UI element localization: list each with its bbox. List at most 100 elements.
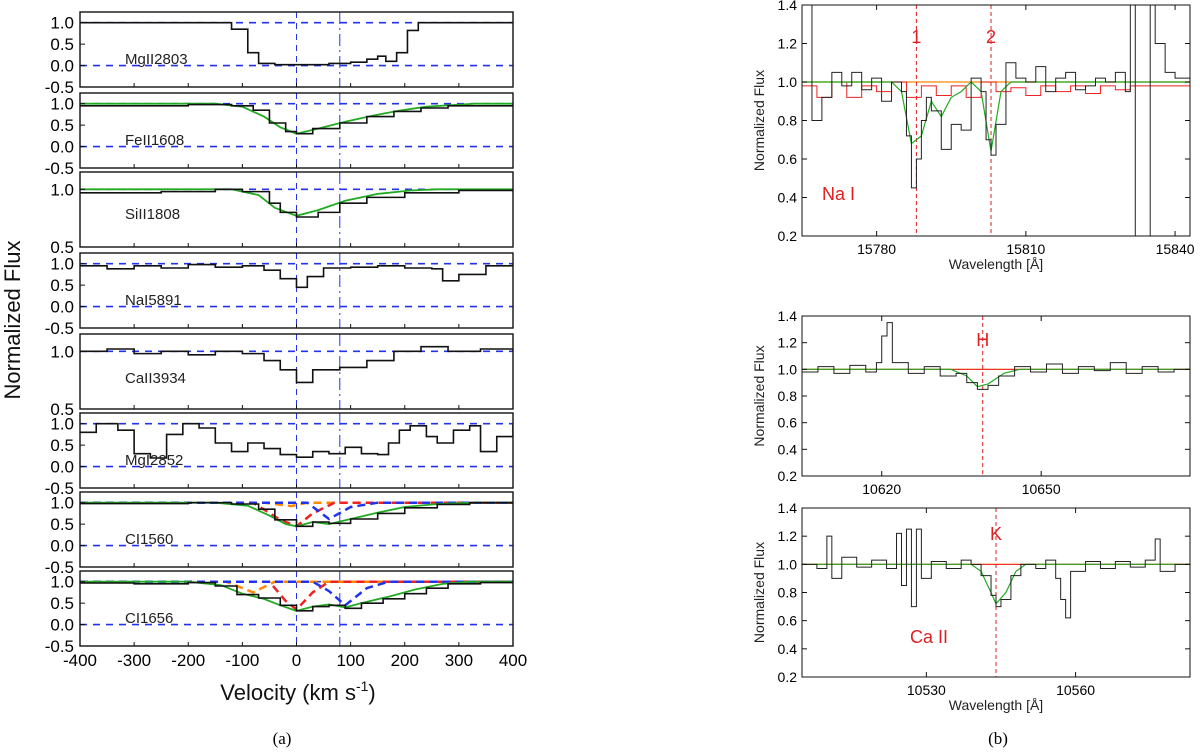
y-tick-label: 0.0 (50, 298, 74, 317)
panel-caii3934: 1.0 0.5 CaII3934 (50, 333, 514, 419)
ion-label: FeII1608 (125, 132, 184, 149)
spectrum (80, 188, 513, 218)
ion-label: SiII1808 (125, 206, 180, 223)
panel-content (80, 413, 513, 488)
y-tick-label: 1.4 (778, 308, 798, 324)
ion-annotation: Na I (822, 184, 855, 204)
panel-content (80, 334, 513, 409)
panel-content (80, 172, 513, 247)
y-tick-label: 0.5 (50, 400, 74, 419)
model-fit (802, 81, 1190, 152)
y-tick-label: 0.0 (50, 57, 74, 76)
x-tick-label: -400 (63, 651, 97, 670)
panel-content (80, 12, 513, 87)
panel-feii1608: 1.0 0.5 0.0 -0.5 FeII1608 (45, 92, 514, 178)
y-tick-label: 0.6 (778, 415, 798, 431)
y-tick-label: 1.4 (778, 0, 798, 13)
ion-label: NaI5891 (125, 292, 182, 309)
y-tick-label: 0.5 (50, 35, 74, 54)
x-tick-label: 15840 (1156, 241, 1195, 257)
y-tick-label: 0.0 (50, 537, 74, 556)
x-tick-label: 10650 (1022, 481, 1061, 497)
y-tick-label: 0.8 (778, 585, 798, 601)
y-tick-label: 0.4 (778, 441, 798, 457)
spectrum (80, 581, 513, 612)
ion-label: CI1560 (125, 531, 173, 548)
ion-label: CI1656 (125, 610, 173, 627)
panel-ci1560: 1.0 0.5 0.0 -0.5 CI1560 (45, 491, 514, 577)
x-tick-label: -100 (225, 651, 259, 670)
x-tick-label: -200 (171, 651, 205, 670)
ion-label: MgII2803 (125, 51, 188, 68)
y-tick-label: -0.5 (45, 319, 74, 338)
x-tick-label: 15780 (857, 241, 896, 257)
y-tick-label: 1.0 (50, 14, 74, 33)
marker-label: H (976, 330, 989, 350)
y-tick-label: 1.0 (50, 180, 74, 199)
y-tick-label: 0.2 (778, 468, 798, 484)
y-tick-label: 1.2 (778, 528, 798, 544)
spectrum (80, 422, 513, 459)
normalized-flux-ylabel: Normalized Flux (751, 542, 767, 643)
spectrum (80, 103, 513, 135)
y-tick-label: 0.8 (778, 113, 798, 129)
x-tick-label: 10560 (1056, 682, 1095, 698)
x-tick-label: 300 (445, 651, 473, 670)
wavelength-xlabel: Wavelength [Å] (949, 697, 1043, 713)
panel-content (802, 5, 1190, 236)
panel-content (802, 508, 1190, 677)
x-tick-label: 15810 (1006, 241, 1045, 257)
velocity-stack-plot: 1.00.50.0-0.5MgII28031.00.50.0-0.5FeII16… (45, 11, 527, 670)
y-tick-label: 0.5 (50, 116, 74, 135)
y-tick-label: 1.0 (50, 255, 74, 274)
y-tick-label: -0.5 (45, 159, 74, 178)
spectrum (802, 5, 1190, 236)
y-tick-label: 1.0 (50, 494, 74, 513)
y-tick-label: 0.0 (50, 138, 74, 157)
panel-frame (801, 315, 1191, 477)
y-tick-label: 1.0 (50, 95, 74, 114)
spectrum (802, 322, 1190, 390)
y-tick-label: 1.0 (778, 361, 798, 377)
spectrum (80, 21, 513, 66)
y-tick-label: 0.5 (50, 594, 74, 613)
y-tick-label: 1.2 (778, 36, 798, 52)
model-fit (802, 368, 1190, 388)
normalized-flux-ylabel: Normalized Flux (751, 345, 767, 446)
red-model (802, 81, 1190, 98)
y-tick-label: 1.0 (50, 342, 74, 361)
component-3 (80, 501, 513, 521)
y-tick-label: 0.6 (778, 151, 798, 167)
normalized-flux-ylabel: Normalized Flux (751, 70, 767, 171)
y-tick-label: 1.0 (50, 573, 74, 592)
x-tick-label: 200 (391, 651, 419, 670)
y-tick-label: 0.2 (778, 669, 798, 685)
y-tick-label: -0.5 (45, 479, 74, 498)
caption-b: (b) (988, 729, 1008, 748)
y-tick-label: 0.5 (50, 238, 74, 257)
caii-k-panel: K 0.2 0.4 0.6 0.8 1.0 1.2 1.4 10530 10560 Normaliz… (751, 500, 1191, 713)
y-tick-label: 0.6 (778, 613, 798, 629)
velocity-xlabel: Velocity (km s-1) (220, 678, 375, 705)
y-tick-label: 1.4 (778, 500, 798, 516)
y-tick-label: 1.0 (50, 415, 74, 434)
y-tick-label: 0.0 (50, 616, 74, 635)
y-tick-label: 0.5 (50, 436, 74, 455)
panel-mgi2852: 1.0 0.5 0.0 -0.5 MgI2852 (45, 412, 514, 498)
spectrum (80, 345, 513, 384)
marker-label: 1 (911, 27, 921, 47)
y-tick-label: -0.5 (45, 558, 74, 577)
y-tick-label: 0.5 (50, 276, 74, 295)
x-tick-label: -300 (117, 651, 151, 670)
y-tick-label: -0.5 (45, 78, 74, 97)
normalized-flux-ylabel: Normalized Flux (0, 241, 25, 400)
nai-panel: 1 2 0.2 0.4 0.6 0.8 1.0 1.2 1.4 15780 15810 15840 No… (751, 0, 1195, 272)
y-tick-label: 0.2 (778, 228, 798, 244)
panel-ci1656: 1.0 0.5 0.0 -0.5 CI1656 (45, 570, 514, 656)
panel-content (80, 571, 513, 646)
y-tick-label: 0.8 (778, 388, 798, 404)
ion-label: CaII3934 (125, 370, 186, 387)
y-tick-label: 0.4 (778, 641, 798, 657)
y-tick-label: 0.4 (778, 190, 798, 206)
